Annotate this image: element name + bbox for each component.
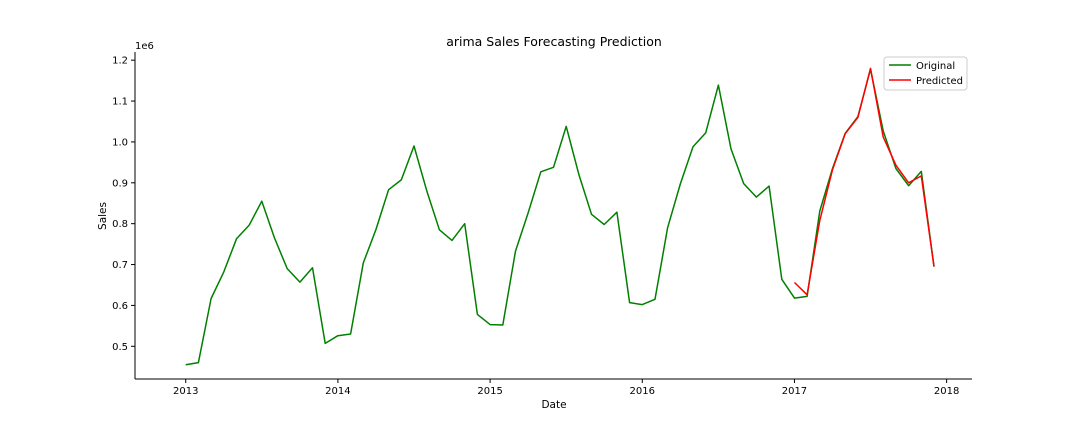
- chart-title: arima Sales Forecasting Prediction: [446, 34, 662, 49]
- y-ticks: 0.5 0.6 0.7 0.8 0.9 1.0 1.1 1.2: [112, 56, 135, 353]
- plot-lines: [185, 67, 935, 366]
- y-tick-label: 1.0: [112, 137, 128, 148]
- y-tick-label: 1.2: [112, 56, 128, 67]
- y-tick-label: 0.5: [112, 342, 128, 353]
- legend-label-predicted: Predicted: [916, 76, 963, 87]
- y-axis-label: Sales: [97, 202, 109, 230]
- y-tick-label: 1.1: [112, 97, 128, 108]
- x-tick-label: 2015: [477, 386, 502, 397]
- y-tick-label: 0.8: [112, 219, 128, 230]
- y-tick-label: 0.7: [112, 260, 128, 271]
- x-tick-label: 2017: [782, 386, 807, 397]
- y-tick-label: 0.9: [112, 178, 128, 189]
- x-ticks: 2013 2014 2015 2016 2017 2018: [173, 379, 959, 397]
- x-tick-label: 2018: [934, 386, 959, 397]
- series-line-original: [185, 68, 935, 366]
- x-tick-label: 2014: [325, 386, 350, 397]
- y-multiplier-label: 1e6: [135, 41, 154, 52]
- legend: Original Predicted: [883, 56, 968, 91]
- series-line-predicted: [793, 67, 935, 296]
- y-tick-label: 0.6: [112, 301, 128, 312]
- legend-label-original: Original: [916, 61, 955, 72]
- x-tick-label: 2013: [173, 386, 198, 397]
- x-axis-label: Date: [541, 399, 566, 411]
- x-tick-label: 2016: [630, 386, 655, 397]
